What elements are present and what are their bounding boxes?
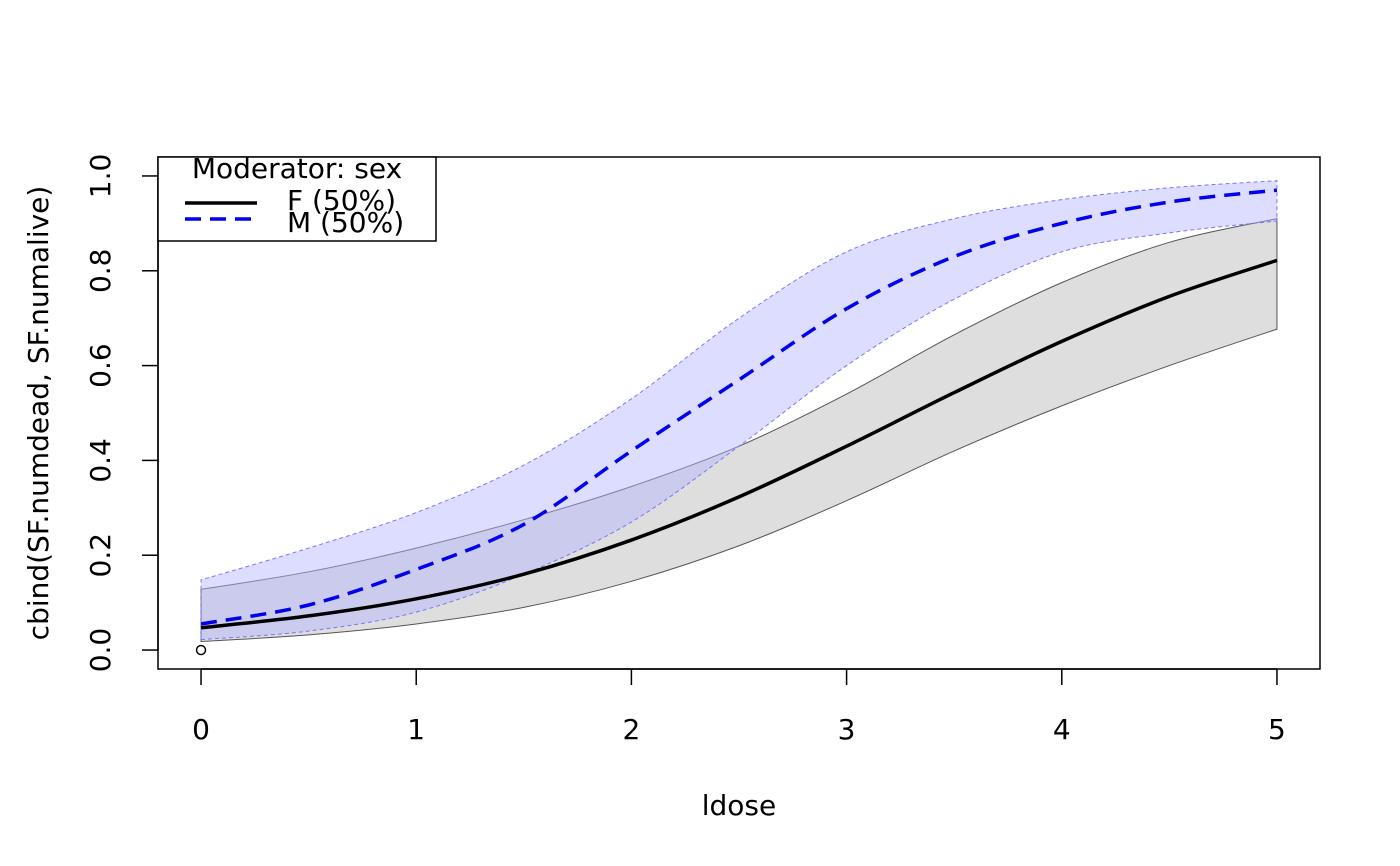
x-tick-label-0: 0 (192, 713, 210, 746)
y-tick-label-2: 0.4 (84, 438, 117, 483)
confidence-band-m (200, 180, 1278, 641)
series-line-m (200, 188, 1278, 626)
x-axis-label: ldose (702, 789, 777, 822)
x-tick-label-1: 1 (407, 713, 425, 746)
legend-entry-m: M (50%) (287, 206, 404, 239)
x-tick-label-3: 3 (838, 713, 856, 746)
series-line-f (200, 258, 1278, 630)
confidence-band-f (200, 218, 1278, 643)
y-tick-label-5: 1.0 (84, 154, 117, 199)
y-tick-label-0: 0.0 (84, 628, 117, 673)
x-tick-label-2: 2 (622, 713, 640, 746)
y-tick-label-1: 0.2 (84, 533, 117, 578)
data-points (195, 644, 207, 656)
x-tick-label-5: 5 (1268, 713, 1286, 746)
y-axis: 0.0 0.2 0.4 0.6 0.8 1.0 (84, 154, 159, 673)
x-axis: 0 1 2 3 4 5 (192, 668, 1286, 746)
y-tick-label-4: 0.8 (84, 249, 117, 294)
legend: Moderator: sex F (50%) M (50%) (157, 152, 437, 242)
x-tick-label-4: 4 (1053, 713, 1071, 746)
y-axis-label: cbind(SF.numdead, SF.numalive) (22, 186, 55, 641)
y-tick-label-3: 0.6 (84, 343, 117, 388)
series-lines (200, 188, 1278, 630)
legend-box (157, 156, 437, 242)
data-point-0 (195, 644, 207, 656)
legend-entry-f: F (50%) (287, 184, 396, 217)
legend-title: Moderator: sex (192, 152, 402, 185)
confidence-bands (200, 180, 1278, 643)
